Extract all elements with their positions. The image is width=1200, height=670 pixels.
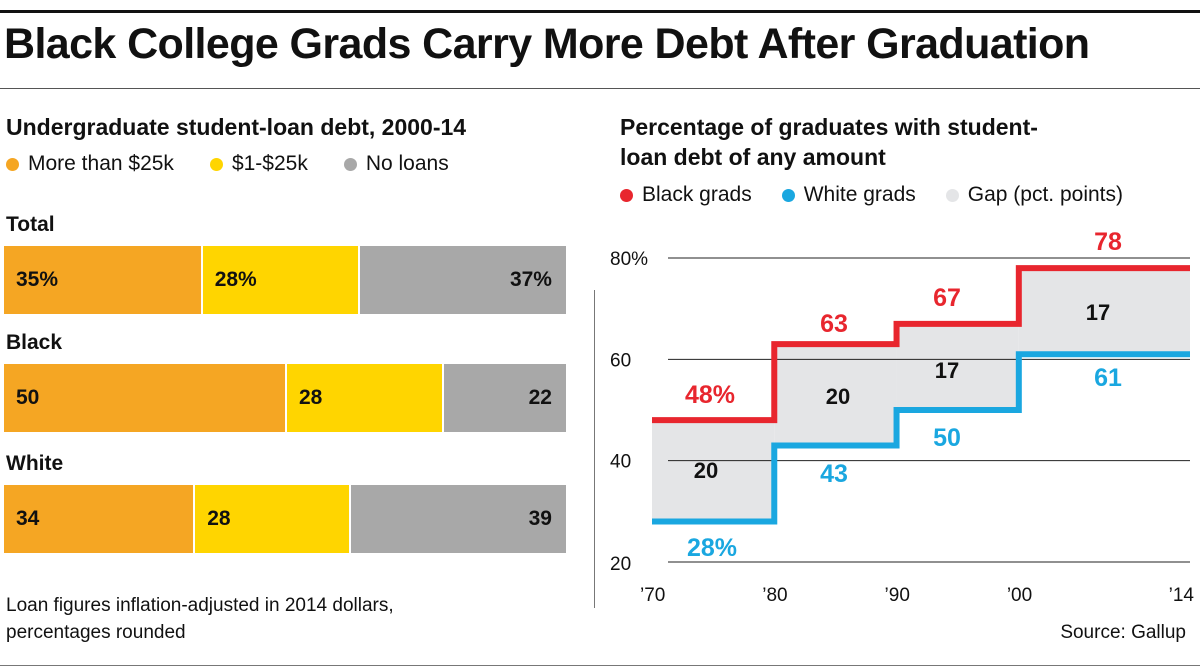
bar-segment-no-loans: 39 (348, 485, 566, 553)
white-value-label-0: 28% (687, 534, 737, 562)
legend-item-more-than-25k: More than $25k (6, 152, 174, 176)
right-chart-title-line-2: loan debt of any amount (620, 144, 886, 170)
light-gray-dot-icon (945, 188, 959, 202)
left-legend: More than $25k $1-$25k No loans (6, 152, 485, 176)
white-value-label-2: 50 (933, 424, 961, 452)
blue-dot-icon (781, 188, 795, 202)
gap-band-2 (896, 323, 1019, 410)
gap-value-label-3: 17 (1086, 300, 1110, 325)
legend-label: Gap (pct. points) (967, 183, 1123, 206)
bar-segment-1-25k: 28% (200, 246, 359, 314)
bottom-rule (0, 665, 1200, 666)
bar-segment-more-than-25k: 35% (4, 246, 201, 314)
legend-label: No loans (365, 152, 449, 175)
gap-band-0 (652, 420, 775, 522)
right-chart-title: Percentage of graduates with student- lo… (620, 112, 1038, 172)
black-value-label-3: 78 (1094, 228, 1122, 256)
bar-segment-more-than-25k: 34 (4, 485, 194, 553)
headline: Black College Grads Carry More Debt Afte… (4, 20, 1090, 68)
gray-dot-icon (343, 157, 357, 171)
white-grads-line (652, 351, 1190, 525)
orange-dot-icon (6, 157, 19, 171)
bar-segment-1-25k: 28 (285, 364, 443, 432)
black-value-label-0: 48% (685, 381, 735, 409)
left-chart-title: Undergraduate student-loan debt, 2000-14 (6, 114, 467, 140)
bar-row-white: 34 28 39 (4, 485, 566, 553)
gap-value-label-0: 20 (694, 458, 718, 483)
footnote-line-2: percentages rounded (6, 622, 186, 643)
gap-band-1 (774, 344, 897, 446)
gap-band-3 (1018, 268, 1190, 355)
gap-value-label-1: 20 (826, 384, 850, 409)
white-value-label-3: 61 (1094, 364, 1122, 392)
legend-item-gap: Gap (pct. points) (945, 183, 1123, 207)
legend-item-white-grads: White grads (781, 183, 916, 207)
right-chart-title-line-1: Percentage of graduates with student- (620, 114, 1038, 140)
yellow-dot-icon (209, 157, 223, 171)
source-credit: Source: Gallup (1060, 622, 1186, 643)
x-tick-label-0: ’70 (640, 585, 665, 606)
legend-label: More than $25k (28, 152, 174, 175)
bar-row-black: 50 28 22 (4, 364, 566, 432)
top-rule (0, 10, 1200, 13)
right-legend: Black grads White grads Gap (pct. points… (620, 183, 1123, 207)
x-tick-label-2: ’90 (885, 585, 910, 606)
panel-divider (594, 290, 595, 608)
legend-item-black-grads: Black grads (620, 183, 752, 207)
y-tick-label-3: 80% (610, 249, 648, 270)
footnote: Loan figures inflation-adjusted in 2014 … (6, 592, 566, 646)
red-dot-icon (620, 188, 633, 202)
group-label-total: Total (6, 213, 55, 236)
legend-item-1-25k: $1-$25k (209, 152, 308, 176)
legend-label: Black grads (642, 183, 752, 206)
footnote-line-1: Loan figures inflation-adjusted in 2014 … (6, 595, 394, 616)
bar-row-total: 35% 28% 37% (4, 246, 566, 314)
legend-label: White grads (803, 183, 916, 206)
gap-value-label-2: 17 (935, 358, 959, 383)
headline-divider (0, 88, 1200, 89)
bar-segment-1-25k: 28 (193, 485, 349, 553)
legend-label: $1-$25k (231, 152, 308, 175)
y-tick-label-1: 40 (610, 452, 631, 473)
x-tick-label-4: ’14 (1169, 585, 1195, 606)
y-tick-label-0: 20 (610, 554, 631, 575)
x-tick-label-3: ’00 (1007, 585, 1032, 606)
bar-segment-no-loans: 37% (358, 246, 566, 314)
group-label-white: White (6, 452, 64, 475)
group-label-black: Black (6, 331, 63, 354)
bar-segment-no-loans: 22 (442, 364, 566, 432)
black-value-label-1: 63 (820, 310, 848, 338)
x-tick-label-1: ’80 (762, 585, 787, 606)
black-grads-line (652, 265, 1190, 424)
black-value-label-2: 67 (933, 284, 961, 312)
white-value-label-1: 43 (820, 460, 848, 488)
legend-item-no-loans: No loans (343, 152, 449, 176)
y-tick-label-2: 60 (610, 350, 631, 371)
bar-segment-more-than-25k: 50 (4, 364, 285, 432)
